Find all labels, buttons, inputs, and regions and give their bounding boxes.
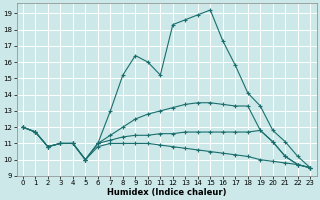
X-axis label: Humidex (Indice chaleur): Humidex (Indice chaleur)	[107, 188, 226, 197]
